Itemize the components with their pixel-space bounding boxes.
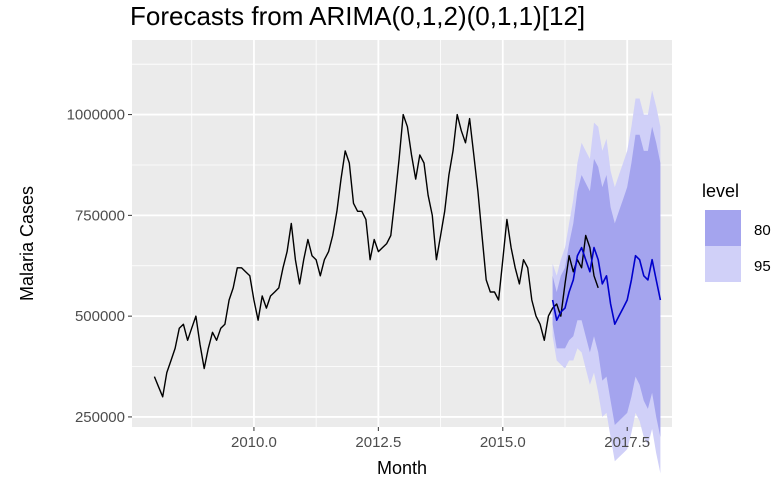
y-tick-label: 250000 xyxy=(75,409,125,426)
chart-title: Forecasts from ARIMA(0,1,2)(0,1,1)[12] xyxy=(130,1,586,31)
legend: level 80 95 xyxy=(702,181,771,282)
legend-key-95 xyxy=(705,246,741,282)
legend-label-80: 80 xyxy=(754,222,771,239)
y-tick-label: 500000 xyxy=(75,308,125,325)
forecast-line xyxy=(551,246,662,325)
x-tick-label: 2010.0 xyxy=(231,434,277,451)
axis-titles: Month Malaria Cases xyxy=(17,186,427,478)
y-tick-label: 750000 xyxy=(75,207,125,224)
legend-key-80 xyxy=(705,210,741,246)
axis-ticks: 2010.0 2012.5 2015.0 2017.5 250000 500000 7500… xyxy=(67,107,651,451)
x-axis-title: Month xyxy=(377,458,427,478)
x-tick-label: 2017.5 xyxy=(604,434,650,451)
band-80 xyxy=(552,126,661,438)
legend-label-95: 95 xyxy=(754,258,771,275)
legend-title: level xyxy=(702,181,739,201)
series-lines xyxy=(153,113,662,398)
y-axis-title: Malaria Cases xyxy=(17,186,37,301)
x-tick-label: 2012.5 xyxy=(355,434,401,451)
x-tick-label: 2015.0 xyxy=(480,434,526,451)
y-tick-label: 1000000 xyxy=(67,107,125,124)
history-line xyxy=(153,113,599,398)
forecast-bands xyxy=(552,90,661,474)
